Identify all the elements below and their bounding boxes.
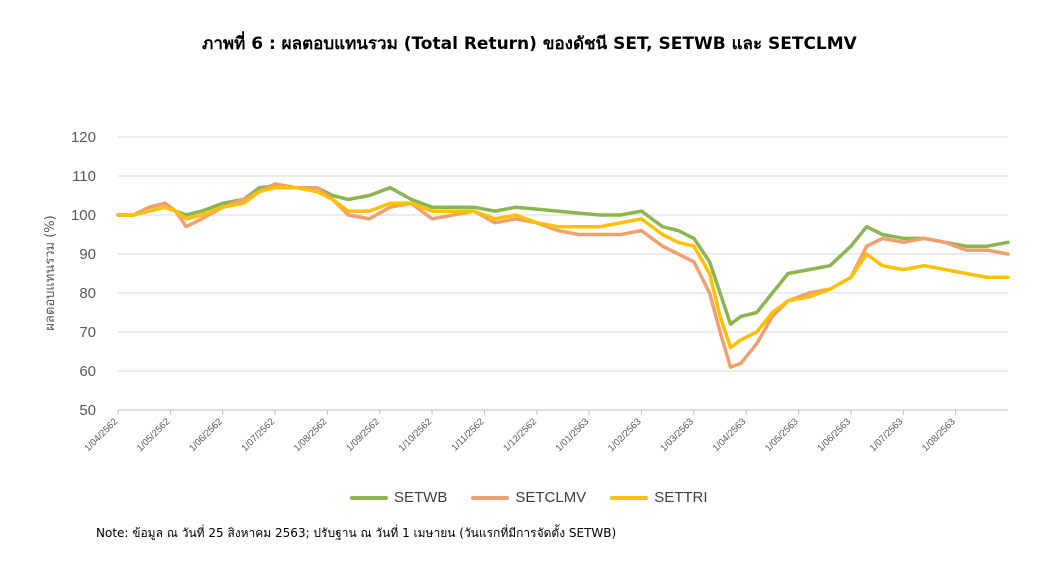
legend-label-settri: SETTRI [654,489,708,506]
y-tick-label: 120 [71,129,96,146]
x-tick-label: 1/08/2563 [920,416,958,454]
legend-item-setwb: SETWB [350,489,447,506]
legend-swatch-setclmv [471,495,510,500]
x-tick-label: 1/05/2563 [763,416,801,454]
y-tick-label: 60 [79,363,96,380]
y-tick-label: 100 [71,207,96,224]
y-axis-label: ผลตอบแทนรวม (%) [43,215,58,330]
x-tick-label: 1/07/2563 [868,416,906,454]
grid [118,136,1008,372]
x-tick-label: 1/08/2562 [292,416,330,454]
y-tick-label: 50 [79,402,96,419]
x-tick-label: 1/01/2563 [554,416,592,454]
x-tick-label: 1/04/2562 [82,416,120,454]
x-tick-label: 1/05/2562 [135,416,173,454]
x-tick-label: 1/12/2562 [501,416,539,454]
x-tick-label: 1/02/2563 [606,416,644,454]
y-tick-label: 70 [79,324,96,341]
chart-title: ภาพที่ 6 : ผลตอบแทนรวม (Total Return) ขอ… [202,34,857,54]
x-tick-label: 1/06/2563 [815,416,853,454]
x-tick-label: 1/06/2562 [187,416,225,454]
series-line-setwb [116,184,1010,326]
legend-item-settri: SETTRI [610,489,708,506]
legend-swatch-settri [610,495,649,500]
x-tick-label: 1/11/2562 [449,416,486,453]
legend-label-setclmv: SETCLMV [515,489,587,506]
legend: SETWB SETCLMV SETTRI [350,489,708,506]
x-tick-label: 1/03/2563 [658,416,696,454]
x-tick-label: 1/07/2562 [240,416,278,454]
legend-swatch-setwb [350,495,388,500]
footnote: Note: ข้อมูล ณ วันที่ 25 สิงหาคม 2563; ป… [96,526,617,540]
x-axis-ticks: 1/04/2562 1/05/2562 1/06/2562 1/07/2562 1/08… [82,410,958,454]
series-lines [116,182,1010,369]
legend-label-setwb: SETWB [394,489,448,506]
y-tick-label: 110 [72,168,96,185]
x-tick-label: 1/10/2562 [397,416,435,454]
legend-item-setclmv: SETCLMV [471,489,586,506]
y-axis-ticks: 50 60 70 80 90 100 110 120 [71,129,96,419]
x-tick-label: 1/04/2563 [711,416,749,454]
y-tick-label: 90 [79,246,96,263]
series-line-settri [116,185,1010,350]
y-tick-label: 80 [79,285,96,302]
x-tick-label: 1/09/2562 [344,416,382,454]
